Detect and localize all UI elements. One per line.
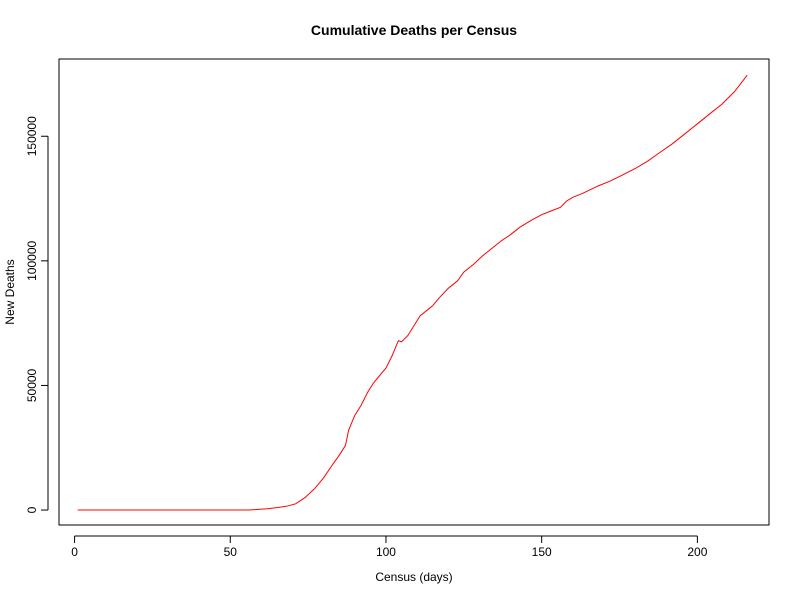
y-tick-label: 50000 — [25, 368, 39, 402]
x-axis: 0 50 100 150 200 — [71, 535, 708, 559]
x-tick-label: 200 — [687, 545, 707, 559]
y-tick-label: 0 — [25, 506, 39, 513]
y-tick-label: 100000 — [25, 241, 39, 281]
y-tick-label: 150000 — [25, 116, 39, 156]
plot-frame — [58, 58, 770, 526]
y-axis: 0 50000 100000 150000 — [25, 116, 49, 513]
y-axis-label: New Deaths — [3, 259, 17, 324]
x-axis-label: Census (days) — [375, 570, 452, 584]
chart-title: Cumulative Deaths per Census — [311, 22, 517, 38]
x-tick-label: 100 — [376, 545, 396, 559]
series-line — [77, 74, 748, 511]
x-tick-label: 150 — [532, 545, 552, 559]
x-tick-label: 0 — [71, 545, 78, 559]
x-tick-label: 50 — [224, 545, 238, 559]
